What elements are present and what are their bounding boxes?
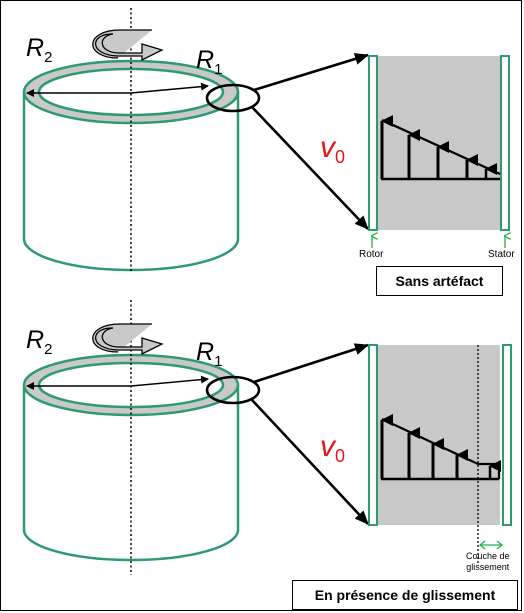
bottom-velocity-profile (380, 414, 501, 481)
bottom-caption: En présence de glissement (314, 587, 496, 603)
bottom-stator-wall (502, 344, 512, 526)
rotor-label: Rotor (359, 249, 384, 260)
top-panel (22, 8, 510, 272)
top-rotor-wall (368, 55, 378, 231)
bottom-zoom-arrow-lower (251, 399, 369, 525)
bottom-cylinder (22, 353, 240, 562)
top-cylinder (22, 59, 240, 272)
top-velocity-profile (380, 115, 501, 181)
stator-label: Stator (488, 249, 515, 260)
slip-layer-width-arrow-icon (478, 540, 504, 550)
bottom-r1-label: R1 (196, 338, 223, 370)
top-zoom-arrow-upper (253, 53, 369, 92)
top-caption: Sans artéfact (395, 273, 484, 289)
top-zoom-arrow-lower (251, 106, 369, 230)
bottom-rotation-arrow-icon (92, 323, 164, 356)
top-r1-arrow (130, 82, 209, 94)
bottom-rotor-wall (368, 344, 378, 526)
top-caption-box: Sans artéfact (376, 266, 503, 296)
bottom-caption-box: En présence de glissement (292, 580, 518, 610)
slip-layer-label-line2: glissement (466, 562, 510, 572)
top-rotation-arrow-icon (92, 29, 164, 62)
top-r1-label: R1 (196, 46, 223, 78)
top-v0-label: v0 (320, 131, 346, 167)
bottom-fluid-gap (378, 345, 500, 525)
bottom-zoom-circle (205, 375, 261, 405)
bottom-v0-label: v0 (320, 430, 346, 466)
top-r2-label: R2 (26, 34, 53, 66)
bottom-panel (22, 300, 512, 575)
slip-layer-label-line1: Couche de (466, 551, 510, 561)
top-stator-wall (500, 55, 510, 231)
bottom-cylinder-bottom (22, 529, 240, 562)
top-inner-rim (37, 67, 225, 117)
top-zoom-circle (205, 83, 261, 113)
bottom-r2-label: R2 (26, 326, 53, 358)
bottom-r1-arrow (130, 375, 209, 387)
slip-layer-label: Couche de glissement (466, 551, 510, 573)
bottom-zoom-arrow-upper (253, 343, 369, 384)
top-fluid-gap (378, 56, 500, 230)
